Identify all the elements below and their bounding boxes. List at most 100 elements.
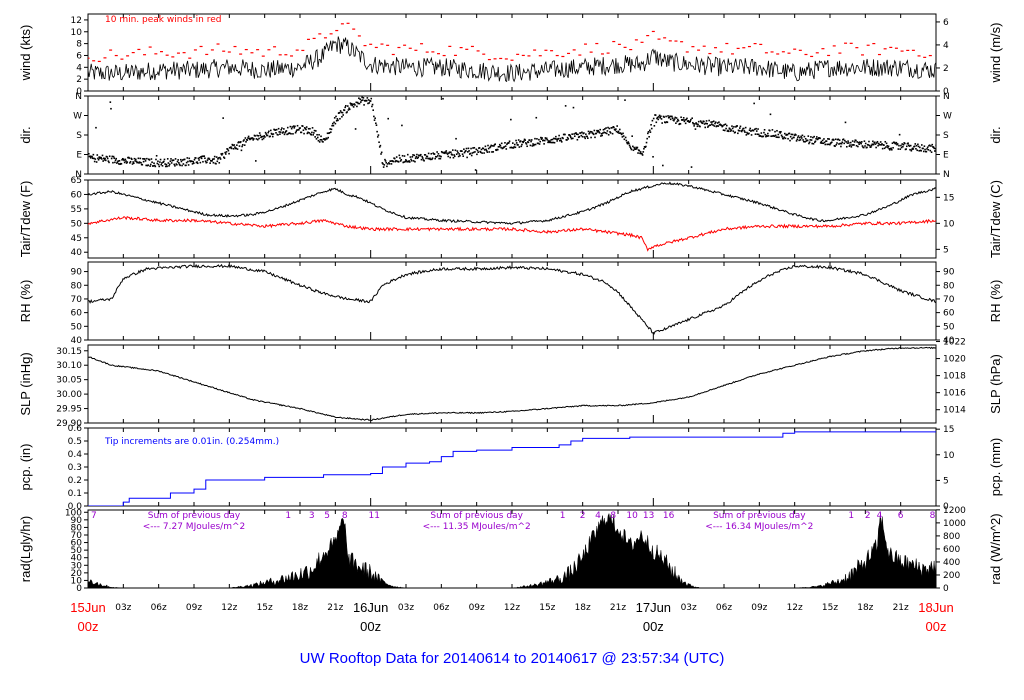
direction-dot: [241, 144, 244, 146]
direction-dot: [444, 151, 447, 153]
panel-frame: [87, 13, 937, 92]
direction-dot: [292, 125, 295, 127]
direction-dots: [88, 96, 936, 171]
direction-dot: [755, 130, 758, 132]
direction-dot: [371, 103, 374, 106]
left-tick-label: 29.95: [56, 405, 82, 415]
direction-dot: [238, 141, 240, 143]
direction-dot: [174, 165, 176, 167]
y-axis-label-left: wind (kts): [18, 25, 33, 82]
direction-dot: [829, 143, 831, 146]
direction-dot: [861, 145, 864, 147]
direction-dot: [826, 143, 829, 146]
direction-dot: [232, 144, 234, 147]
direction-dot: [435, 156, 438, 158]
direction-dot: [453, 154, 455, 156]
direction-dot: [215, 162, 217, 165]
right-tick-label: 60: [943, 309, 955, 319]
direction-dot: [124, 158, 127, 161]
direction-dot: [763, 131, 765, 134]
left-tick-label: 80: [71, 523, 83, 533]
direction-dot: [777, 133, 780, 136]
direction-dot: [340, 111, 343, 114]
direction-dot: [540, 136, 542, 139]
direction-dot: [323, 138, 326, 140]
direction-dot: [131, 163, 134, 165]
direction-dot: [135, 160, 138, 163]
x-tick-label: 21z: [893, 603, 909, 613]
direction-dot: [690, 118, 692, 121]
direction-dot: [703, 120, 705, 123]
direction-dot: [420, 153, 422, 156]
direction-dot: [528, 139, 531, 141]
direction-dot: [492, 151, 495, 153]
direction-dot: [305, 126, 308, 128]
direction-dot: [881, 147, 884, 150]
direction-dot: [378, 141, 380, 144]
direction-dot: [573, 133, 575, 135]
direction-dot: [883, 144, 885, 146]
hour-marker: 3: [309, 511, 315, 521]
right-tick-label: 800: [943, 532, 960, 542]
direction-dot: [711, 121, 714, 123]
direction-dot: [618, 128, 621, 131]
direction-dot: [238, 145, 241, 147]
direction-dot: [131, 158, 133, 161]
direction-dot: [730, 129, 733, 131]
direction-dot: [478, 147, 481, 149]
direction-dot: [386, 165, 388, 168]
direction-dot: [544, 137, 547, 139]
left-tick-label: 6: [76, 51, 82, 61]
direction-dot: [573, 135, 576, 138]
direction-dot: [600, 132, 603, 135]
direction-dot: [879, 143, 881, 146]
x-tick-label: 06z: [716, 603, 732, 613]
direction-dot: [224, 151, 226, 154]
direction-dot: [795, 134, 797, 136]
direction-dot: [654, 114, 657, 116]
panel-rh: 40 50 60 70 80 90 40 50 60 70 80 90 RH (%) RH (%): [18, 261, 1003, 346]
direction-dot: [558, 139, 561, 142]
direction-dot: [588, 132, 591, 134]
direction-dot: [380, 151, 383, 154]
direction-dot: [690, 166, 693, 168]
left-tick-label: 50: [71, 322, 83, 332]
direction-dot: [309, 127, 311, 130]
direction-dot: [534, 143, 537, 146]
direction-dot: [720, 124, 723, 127]
direction-dot: [779, 132, 782, 134]
direction-dot: [577, 133, 579, 136]
direction-dot: [208, 157, 210, 160]
direction-dot: [783, 136, 785, 139]
direction-dot: [625, 139, 628, 142]
direction-dot: [858, 143, 860, 146]
direction-dot: [677, 118, 679, 121]
direction-dot: [658, 115, 660, 118]
hour-marker: 2: [580, 511, 586, 521]
direction-dot: [454, 149, 457, 152]
right-tick-label: 15: [943, 193, 954, 203]
y-axis-label-right: SLP (hPa): [988, 354, 1003, 414]
direction-dot: [461, 153, 464, 155]
direction-dot: [388, 162, 391, 165]
direction-dot: [778, 131, 781, 133]
direction-dot: [580, 134, 583, 137]
direction-dot: [284, 131, 286, 134]
direction-dot: [334, 122, 337, 125]
x-tick-label: 21z: [327, 603, 343, 613]
direction-dot: [653, 125, 656, 127]
direction-dot: [201, 155, 204, 158]
direction-dot: [427, 157, 429, 160]
right-tick-label: N: [943, 170, 950, 180]
direction-dot: [146, 157, 148, 160]
direction-dot: [474, 151, 476, 153]
direction-dot: [455, 137, 457, 140]
hour-marker: 5: [324, 511, 330, 521]
direction-dot: [351, 104, 354, 107]
direction-dot: [434, 157, 436, 160]
direction-dot: [756, 133, 759, 136]
direction-dot: [254, 135, 256, 137]
direction-dot: [671, 115, 673, 118]
direction-dot: [894, 142, 897, 145]
direction-dot: [288, 132, 291, 134]
